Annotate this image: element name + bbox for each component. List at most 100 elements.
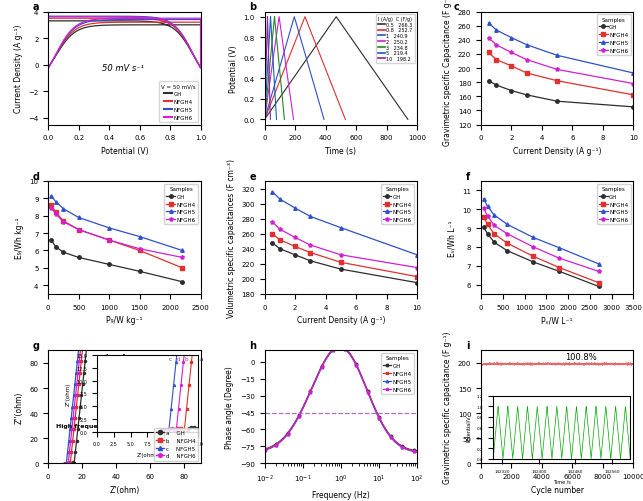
NFGH5 (480, 196, 487, 202)
NFGH4 (556, 265, 563, 271)
Text: i: i (466, 341, 469, 350)
GH (276, 246, 284, 253)
NFGH5 (529, 235, 537, 241)
NFGH5 (136, 234, 143, 240)
X-axis label: Time (s): Time (s) (325, 146, 356, 155)
GH (372, 407, 379, 413)
GH (279, 435, 287, 441)
NFGH4 (523, 71, 530, 77)
NFGH4 (261, 447, 269, 453)
Line: GH: GH (50, 239, 184, 284)
NFGH5 (276, 197, 284, 203)
NFGH4 (371, 406, 379, 412)
NFGH6 (307, 242, 314, 248)
Text: High frequency: High frequency (56, 423, 110, 428)
X-axis label: Current Density (A g⁻¹): Current Density (A g⁻¹) (296, 316, 385, 325)
NFGH5 (595, 262, 602, 268)
NFGH6 (268, 219, 276, 225)
GH (307, 259, 314, 265)
GH (485, 79, 493, 85)
NFGH4 (105, 237, 113, 243)
NFGH5 (413, 253, 421, 259)
Line: NFGH6: NFGH6 (271, 220, 419, 270)
GH (336, 344, 344, 350)
NFGH4 (279, 436, 287, 442)
GH (595, 284, 602, 290)
NFGH4 (321, 358, 329, 364)
Line: NFGH4: NFGH4 (271, 232, 419, 279)
GH (480, 224, 487, 230)
Y-axis label: Gravimetric specific Capacitance (F g⁻¹): Gravimetric specific Capacitance (F g⁻¹) (443, 0, 452, 146)
NFGH5 (307, 214, 314, 220)
GH (337, 267, 345, 273)
NFGH6 (337, 253, 345, 259)
GH (311, 379, 318, 385)
X-axis label: Frequency (Hz): Frequency (Hz) (312, 490, 370, 499)
NFGH5 (554, 53, 561, 59)
GH (268, 240, 276, 246)
GH (629, 105, 637, 111)
NFGH4 (307, 250, 314, 256)
NFGH4 (413, 274, 421, 280)
Line: NFGH6: NFGH6 (264, 346, 418, 453)
X-axis label: Cycle number: Cycle number (530, 484, 584, 493)
Text: d: d (33, 171, 40, 181)
NFGH6 (523, 58, 530, 64)
Legend: 0.5   266.3, 0.8   252.7, 1   240.9, 2   250.2, 3   234.8, 5   219.4, 10   198.2: 0.5 266.3, 0.8 252.7, 1 240.9, 2 250.2, … (376, 15, 415, 64)
GH (493, 83, 500, 89)
NFGH4 (336, 344, 344, 350)
Line: NFGH5: NFGH5 (50, 194, 184, 253)
NFGH5 (321, 358, 329, 364)
NFGH6 (60, 219, 68, 225)
NFGH5 (268, 189, 276, 195)
NFGH4 (357, 372, 365, 378)
NFGH6 (105, 237, 113, 243)
NFGH4 (372, 408, 379, 414)
GH (321, 357, 329, 363)
NFGH6 (485, 36, 493, 42)
Text: b: b (249, 3, 257, 12)
NFGH6 (261, 447, 269, 453)
NFGH6 (503, 231, 511, 237)
GH (484, 231, 491, 237)
GH (556, 269, 563, 275)
Text: c: c (453, 3, 459, 12)
Line: NFGH6: NFGH6 (487, 37, 635, 86)
Legend: GH, NFGH4, NFGH5, NFGH6: GH, NFGH4, NFGH5, NFGH6 (164, 184, 198, 225)
Line: NFGH4: NFGH4 (482, 215, 601, 285)
Legend: GH, NFGH4, NFGH5, NFGH6: GH, NFGH4, NFGH5, NFGH6 (597, 16, 631, 56)
NFGH4 (629, 93, 637, 99)
NFGH4 (52, 210, 60, 216)
Y-axis label: Eᵥ/Wh L⁻¹: Eᵥ/Wh L⁻¹ (448, 220, 457, 256)
GH (48, 237, 55, 243)
NFGH6 (276, 226, 284, 232)
Line: GH: GH (482, 226, 601, 289)
NFGH4 (595, 280, 602, 286)
NFGH6 (311, 380, 318, 386)
GH (179, 279, 186, 285)
NFGH4 (268, 231, 276, 237)
NFGH5 (179, 248, 186, 254)
NFGH6 (179, 255, 186, 261)
NFGH4 (337, 260, 345, 266)
NFGH4 (490, 231, 498, 237)
Line: GH: GH (271, 241, 419, 285)
NFGH6 (554, 67, 561, 73)
Y-axis label: Phase angle (Degree): Phase angle (Degree) (226, 366, 235, 448)
NFGH5 (75, 215, 82, 221)
NFGH5 (291, 206, 299, 212)
Y-axis label: Volumetric specific capacitances (F cm⁻³): Volumetric specific capacitances (F cm⁻³… (227, 159, 236, 317)
NFGH5 (357, 373, 365, 379)
NFGH5 (503, 222, 511, 228)
NFGH5 (48, 193, 55, 199)
Line: NFGH5: NFGH5 (264, 346, 418, 453)
NFGH4 (60, 218, 68, 224)
Y-axis label: Current Density (A g⁻¹): Current Density (A g⁻¹) (14, 25, 23, 113)
GH (357, 372, 365, 378)
Y-axis label: E₉/Wh kg⁻¹: E₉/Wh kg⁻¹ (15, 217, 24, 259)
NFGH5 (60, 206, 68, 212)
NFGH5 (413, 449, 421, 455)
Text: h: h (249, 341, 257, 350)
NFGH6 (556, 256, 563, 262)
GH (60, 249, 68, 256)
